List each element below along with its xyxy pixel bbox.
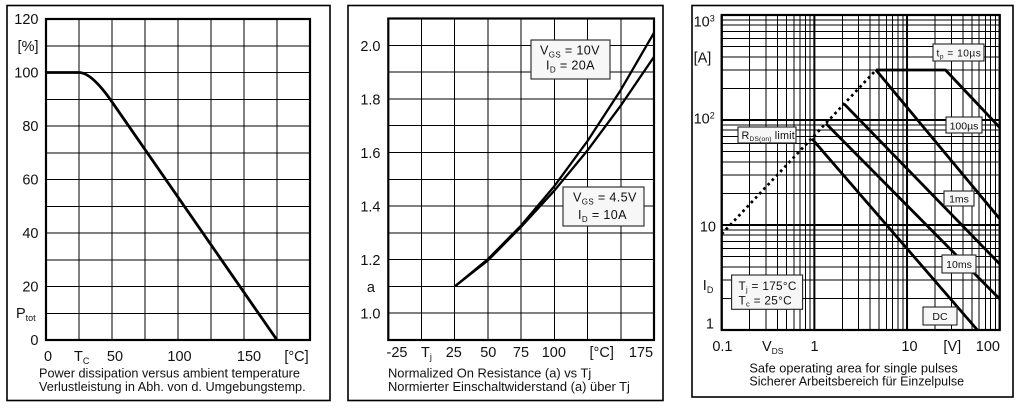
svg-text:1.4: 1.4	[360, 200, 380, 216]
svg-text:0: 0	[44, 349, 52, 365]
svg-text:1: 1	[706, 317, 714, 333]
svg-text:1.2: 1.2	[360, 253, 380, 269]
svg-text:1ms: 1ms	[949, 194, 969, 206]
svg-text:1.6: 1.6	[360, 146, 380, 162]
svg-text:[A]: [A]	[694, 51, 712, 67]
svg-text:[°C]: [°C]	[284, 349, 308, 365]
svg-text:[V]: [V]	[943, 339, 961, 355]
svg-text:150: 150	[237, 349, 261, 365]
svg-text:10: 10	[700, 220, 716, 236]
svg-text:75: 75	[513, 345, 529, 361]
svg-text:-25: -25	[387, 345, 408, 361]
svg-text:Sicherer Arbeitsbereich für Ei: Sicherer Arbeitsbereich für Einzelpulse	[749, 375, 964, 389]
svg-text:0: 0	[30, 333, 38, 349]
svg-text:Normalized On Resistance (a) v: Normalized On Resistance (a) vs Tj	[388, 366, 591, 381]
svg-text:100: 100	[542, 345, 566, 361]
svg-text:100: 100	[14, 66, 38, 82]
svg-text:ID = 10A: ID = 10A	[578, 208, 627, 224]
svg-text:175: 175	[629, 345, 653, 361]
svg-text:Safe operating area for single: Safe operating area for single pulses	[749, 361, 957, 376]
svg-text:Tj = 175°C: Tj = 175°C	[739, 279, 797, 294]
svg-text:Normierter Einschaltwiderstand: Normierter Einschaltwiderstand (a) über …	[388, 379, 630, 394]
svg-text:60: 60	[22, 173, 38, 189]
svg-text:tp = 10µs: tp = 10µs	[937, 49, 982, 61]
svg-text:20: 20	[22, 280, 38, 296]
svg-text:50: 50	[107, 349, 123, 365]
svg-text:Tj: Tj	[421, 345, 432, 362]
svg-text:103: 103	[694, 14, 715, 31]
svg-text:100: 100	[167, 349, 191, 365]
svg-text:DC: DC	[932, 311, 948, 323]
svg-text:1.8: 1.8	[360, 93, 380, 109]
svg-text:Tc = 25°C: Tc = 25°C	[739, 294, 793, 309]
svg-text:102: 102	[694, 111, 715, 128]
svg-text:[%]: [%]	[18, 39, 39, 55]
svg-text:a: a	[367, 280, 376, 296]
svg-text:Power dissipation versus ambie: Power dissipation versus ambient tempera…	[39, 367, 300, 381]
svg-text:[°C]: [°C]	[590, 345, 614, 361]
svg-text:100: 100	[976, 339, 1000, 355]
svg-text:1.0: 1.0	[360, 307, 380, 323]
svg-text:10ms: 10ms	[946, 259, 972, 271]
svg-text:50: 50	[480, 345, 496, 361]
svg-text:120: 120	[14, 12, 38, 28]
svg-text:40: 40	[22, 226, 38, 242]
svg-text:25: 25	[446, 345, 462, 361]
svg-text:1: 1	[811, 339, 819, 355]
svg-text:2.0: 2.0	[360, 39, 380, 55]
svg-text:80: 80	[22, 119, 38, 135]
svg-text:ID: ID	[703, 278, 714, 295]
svg-text:0.1: 0.1	[712, 339, 732, 355]
svg-text:ID = 20A: ID = 20A	[546, 59, 595, 75]
svg-text:10: 10	[901, 339, 917, 355]
svg-text:100µs: 100µs	[950, 121, 979, 133]
svg-text:Verlustleistung in Abh. von d.: Verlustleistung in Abh. von d. Umgebungs…	[39, 380, 306, 394]
